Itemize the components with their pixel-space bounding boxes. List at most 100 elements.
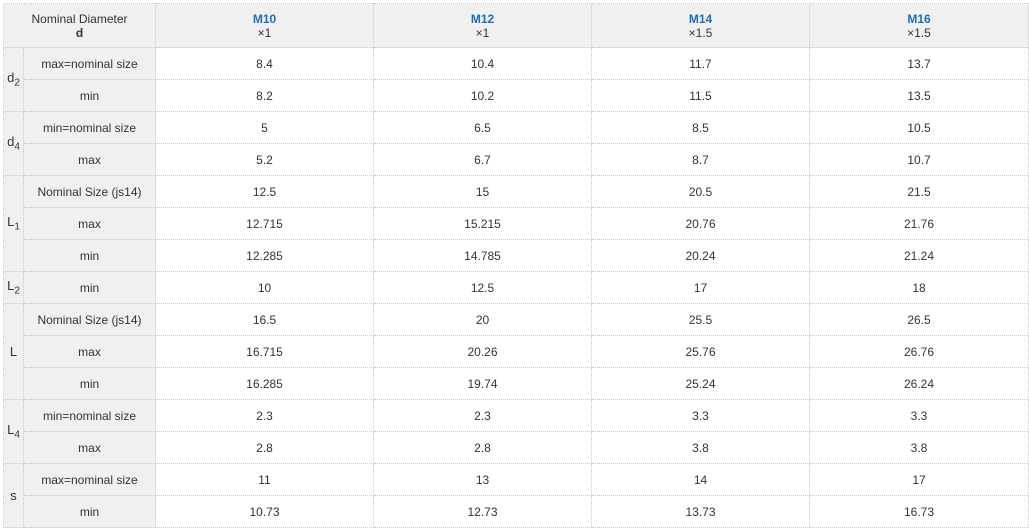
table-row: min 8.2 10.2 11.5 13.5 — [4, 79, 1029, 112]
value-cell: 8.7 — [591, 143, 810, 176]
value-cell: 20.76 — [591, 207, 810, 240]
symbol-letter: d — [7, 70, 15, 86]
value-cell: 14 — [591, 463, 810, 496]
value-cell: 11 — [155, 463, 374, 496]
value-cell: 3.3 — [591, 399, 810, 432]
value-cell: 14.785 — [373, 239, 592, 272]
table-header-row: Nominal Diameter d M10 ×1 M12 ×1 M14 ×1.… — [3, 3, 1029, 48]
nominal-diameter-symbol: d — [75, 25, 84, 40]
value-cell: 20.5 — [591, 175, 810, 208]
table-row: L2 min 10 12.5 17 18 — [3, 271, 1029, 304]
value-cell: 5.2 — [155, 143, 374, 176]
value-cell: 2.3 — [373, 399, 592, 432]
value-cell: 21.24 — [809, 239, 1029, 272]
row-condition-label: max — [23, 207, 156, 240]
value-cell: 16.285 — [155, 367, 374, 400]
column-pitch: ×1 — [475, 25, 490, 40]
column-size: M14 — [688, 11, 713, 26]
table-body: d2 max=nominal size 8.4 10.4 11.7 13.7 min 8.2 1… — [3, 47, 1029, 528]
row-condition-label: max=nominal size — [23, 47, 156, 80]
symbol-subscript: 2 — [14, 77, 20, 89]
value-cell: 11.5 — [591, 79, 810, 112]
table-row: min 12.285 14.785 20.24 21.24 — [4, 239, 1029, 272]
nominal-diameter-label: Nominal Diameter — [31, 11, 128, 26]
column-pitch: ×1.5 — [907, 25, 931, 40]
value-cell: 12.285 — [155, 239, 374, 272]
value-cell: 3.3 — [809, 399, 1029, 432]
symbol-subscript: 4 — [14, 141, 20, 153]
table-row: L Nominal Size (js14) 16.5 20 25.5 26.5 — [3, 303, 1029, 400]
value-cell: 6.5 — [373, 111, 592, 144]
symbol-letter: L — [9, 344, 18, 359]
table-row: max 5.2 6.7 8.7 10.7 — [4, 143, 1029, 176]
value-cell: 20 — [373, 303, 592, 336]
symbol-subscript: 1 — [14, 221, 20, 233]
value-cell: 10.2 — [373, 79, 592, 112]
value-cell: 26.5 — [809, 303, 1029, 336]
value-cell: 12.5 — [373, 271, 592, 304]
value-cell: 3.8 — [591, 431, 810, 464]
value-cell: 5 — [155, 111, 374, 144]
table-row: max 16.715 20.26 25.76 26.76 — [4, 335, 1029, 368]
value-cell: 13.73 — [591, 495, 810, 528]
column-size: M12 — [470, 11, 495, 26]
value-cell: 2.8 — [155, 431, 374, 464]
dimension-symbol: s — [3, 463, 24, 528]
value-cell: 8.4 — [155, 47, 374, 80]
value-cell: 10.5 — [809, 111, 1029, 144]
column-header-m10: M10 ×1 — [155, 3, 374, 48]
row-condition-label: max — [23, 143, 156, 176]
value-cell: 13.5 — [809, 79, 1029, 112]
dimension-symbol: d4 — [3, 111, 24, 176]
table-row: d2 max=nominal size 8.4 10.4 11.7 13.7 — [3, 47, 1029, 112]
column-pitch: ×1 — [257, 25, 272, 40]
table-row: min 10.73 12.73 13.73 16.73 — [4, 495, 1029, 528]
value-cell: 15.215 — [373, 207, 592, 240]
value-cell: 10.73 — [155, 495, 374, 528]
dimension-table: Nominal Diameter d M10 ×1 M12 ×1 M14 ×1.… — [3, 3, 1029, 528]
table-row: L4 min=nominal size 2.3 2.3 3.3 3.3 — [3, 399, 1029, 464]
value-cell: 13 — [373, 463, 592, 496]
dimension-symbol: L2 — [3, 271, 24, 304]
symbol-letter: L — [7, 214, 15, 230]
value-cell: 21.5 — [809, 175, 1029, 208]
value-cell: 15 — [373, 175, 592, 208]
column-header-m14: M14 ×1.5 — [591, 3, 810, 48]
row-condition-label: min — [23, 367, 156, 400]
column-size: M16 — [907, 11, 931, 26]
value-cell: 25.76 — [591, 335, 810, 368]
column-header-m12: M12 ×1 — [373, 3, 592, 48]
value-cell: 20.26 — [373, 335, 592, 368]
value-cell: 12.73 — [373, 495, 592, 528]
row-condition-label: max — [23, 431, 156, 464]
row-condition-label: Nominal Size (js14) — [23, 175, 156, 208]
value-cell: 6.7 — [373, 143, 592, 176]
value-cell: 2.8 — [373, 431, 592, 464]
value-cell: 26.76 — [809, 335, 1029, 368]
value-cell: 8.2 — [155, 79, 374, 112]
value-cell: 11.7 — [591, 47, 810, 80]
value-cell: 26.24 — [809, 367, 1029, 400]
value-cell: 18 — [809, 271, 1029, 304]
table-row: d4 min=nominal size 5 6.5 8.5 10.5 — [3, 111, 1029, 176]
column-size: M10 — [252, 11, 277, 26]
column-header-m16: M16 ×1.5 — [809, 3, 1029, 48]
table-row: s max=nominal size 11 13 14 17 — [3, 463, 1029, 528]
row-condition-label: min — [23, 271, 156, 304]
row-condition-label: min=nominal size — [23, 399, 156, 432]
row-condition-label: min=nominal size — [23, 111, 156, 144]
value-cell: 20.24 — [591, 239, 810, 272]
value-cell: 17 — [591, 271, 810, 304]
dimension-symbol: L — [3, 303, 24, 400]
value-cell: 17 — [809, 463, 1029, 496]
dimension-symbol: d2 — [3, 47, 24, 112]
dimension-symbol: L1 — [3, 175, 24, 272]
value-cell: 10.4 — [373, 47, 592, 80]
value-cell: 19.74 — [373, 367, 592, 400]
column-pitch: ×1.5 — [688, 25, 713, 40]
value-cell: 16.73 — [809, 495, 1029, 528]
value-cell: 25.24 — [591, 367, 810, 400]
dimension-table-container: Nominal Diameter d M10 ×1 M12 ×1 M14 ×1.… — [3, 3, 1029, 528]
value-cell: 13.7 — [809, 47, 1029, 80]
value-cell: 10.7 — [809, 143, 1029, 176]
